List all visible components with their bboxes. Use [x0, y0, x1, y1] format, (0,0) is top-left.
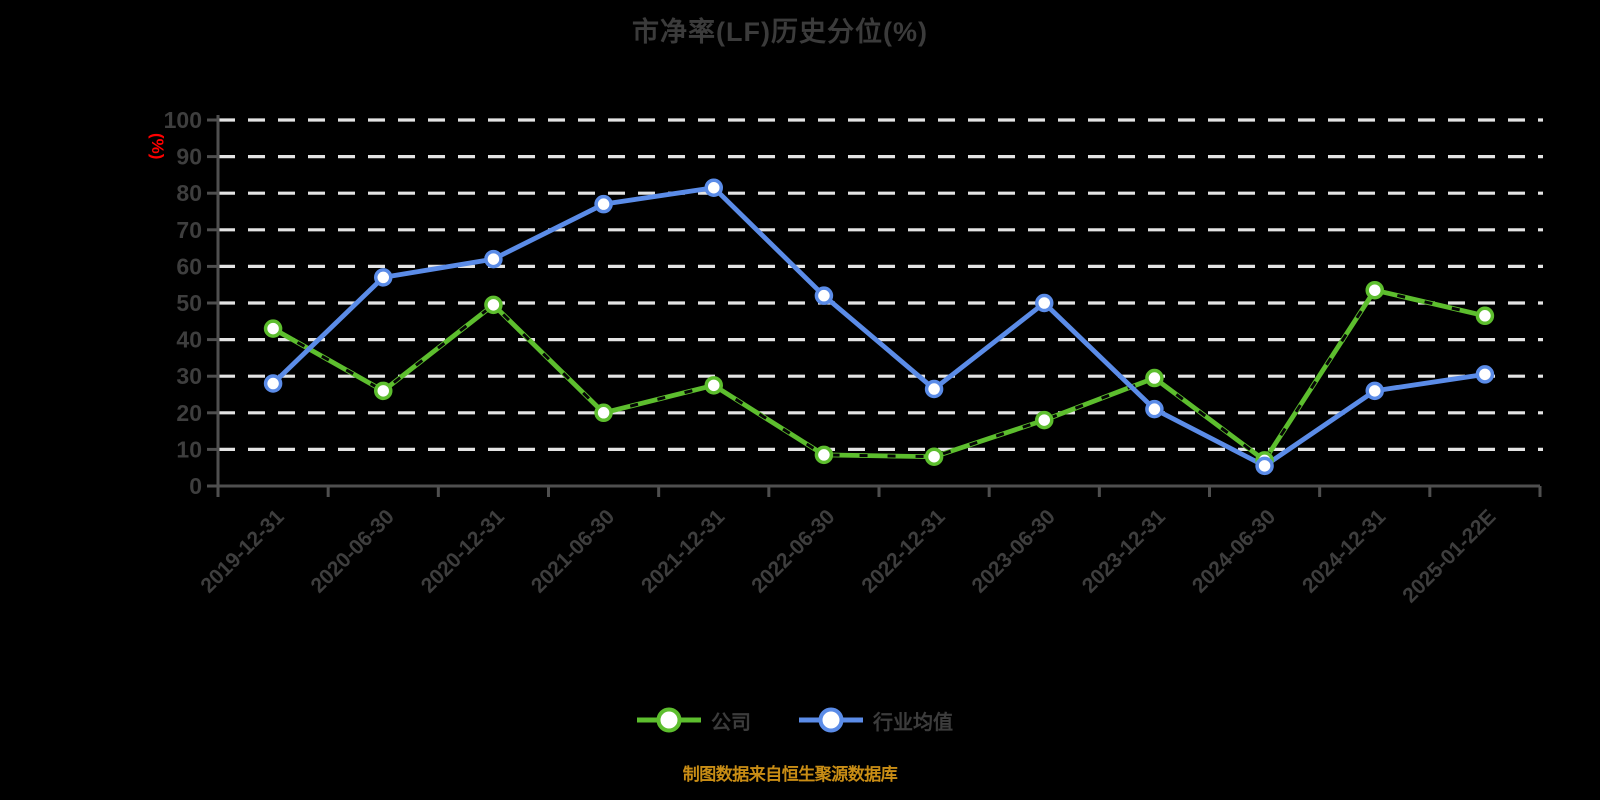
data-point	[1475, 365, 1495, 384]
y-tick-label: 100	[164, 107, 202, 133]
data-point	[594, 403, 613, 423]
y-axis-unit-label: (%)	[148, 133, 167, 159]
data-point	[1475, 306, 1495, 326]
gridlines	[218, 118, 1543, 451]
data-source-note: 制图数据来自恒生聚源数据库	[682, 765, 898, 784]
y-tick-label: 90	[176, 144, 202, 170]
chart-title: 市净率(LF)历史分位(%)	[632, 17, 928, 47]
data-point	[1035, 410, 1054, 430]
data-point	[704, 178, 723, 197]
y-tick-label: 0	[189, 473, 202, 499]
y-tick-label: 40	[176, 327, 202, 353]
x-tick-label: 2021-06-30	[527, 505, 619, 597]
data-point	[263, 374, 283, 393]
x-tick-label: 2023-06-30	[968, 505, 1060, 597]
x-tick-label: 2020-12-31	[417, 505, 509, 597]
y-tick-labels: 0 10 20 30 40 50 60 70 80 90 100	[164, 107, 202, 499]
y-tick-label: 70	[176, 217, 202, 243]
y-tick-label: 20	[176, 400, 202, 426]
y-tick-label: 60	[176, 253, 202, 279]
data-point	[1365, 381, 1384, 401]
data-point	[263, 319, 283, 338]
data-point	[1035, 293, 1054, 313]
x-tick-label: 2025-01-22E	[1398, 505, 1500, 607]
series-markers-公司	[263, 280, 1495, 470]
y-tick-label: 30	[176, 363, 202, 389]
data-point	[1255, 456, 1274, 476]
series-markers-行业均值	[263, 178, 1495, 476]
data-point	[814, 445, 834, 465]
data-point	[704, 376, 723, 395]
data-point	[924, 447, 944, 466]
axes	[207, 115, 1542, 497]
legend-marker-icon	[799, 707, 863, 733]
legend-item-公司[interactable]: 公司	[637, 703, 751, 737]
x-tick-label: 2022-12-31	[857, 505, 949, 597]
legend-item-行业均值[interactable]: 行业均值	[799, 703, 953, 737]
data-point	[1365, 280, 1384, 300]
data-point	[374, 381, 393, 401]
x-tick-label: 2021-12-31	[637, 505, 729, 597]
legend-marker-icon	[637, 707, 701, 733]
series-line-行业均值	[270, 185, 1488, 469]
y-tick-label: 10	[176, 436, 202, 462]
data-point	[594, 194, 613, 214]
x-tick-label: 2024-06-30	[1188, 505, 1280, 597]
dashed-overlay	[272, 288, 1486, 463]
x-tick-labels: 2019-12-31 2020-06-30 2020-12-31 2021-06-30…	[196, 505, 1500, 607]
x-tick-label: 2019-12-31	[196, 505, 288, 597]
legend-label: 公司	[711, 711, 751, 734]
data-point	[814, 286, 834, 305]
data-point	[484, 249, 503, 269]
data-point	[1145, 399, 1164, 419]
y-tick-label: 80	[176, 180, 202, 206]
series-line-公司	[270, 287, 1488, 463]
x-tick-label: 2020-06-30	[307, 505, 399, 597]
x-tick-label: 2023-12-31	[1078, 505, 1170, 597]
y-tick-label: 50	[176, 290, 202, 316]
x-tick-label: 2022-06-30	[747, 505, 839, 597]
data-point	[374, 268, 393, 287]
legend-label: 行业均值	[873, 711, 953, 734]
data-point	[924, 379, 944, 399]
x-tick-label: 2024-12-31	[1298, 505, 1390, 597]
data-point	[484, 295, 503, 315]
data-point	[1145, 368, 1164, 388]
chart-legend: 公司 行业均值	[0, 703, 1590, 737]
